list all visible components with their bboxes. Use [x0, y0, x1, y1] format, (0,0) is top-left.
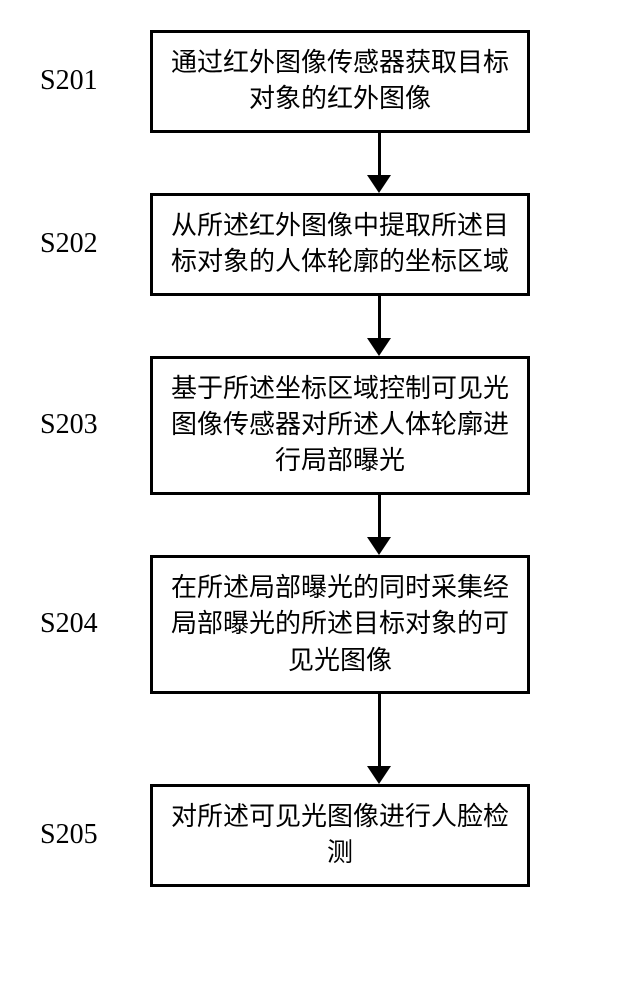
arrow-line-2 — [378, 296, 381, 338]
step-label-s204: S204 — [20, 608, 150, 640]
step-box-s203: 基于所述坐标区域控制可见光图像传感器对所述人体轮廓进行局部曝光 — [150, 356, 530, 495]
step-row-3: S203 基于所述坐标区域控制可见光图像传感器对所述人体轮廓进行局部曝光 — [20, 356, 608, 495]
arrow-line-1 — [378, 133, 381, 175]
arrow-head-4 — [367, 766, 391, 784]
flowchart-container: S201 通过红外图像传感器获取目标对象的红外图像 S202 从所述红外图像中提… — [20, 30, 608, 887]
arrow-head-1 — [367, 175, 391, 193]
step-label-s203: S203 — [20, 409, 150, 441]
arrow-line-4 — [378, 694, 381, 766]
step-label-s202: S202 — [20, 228, 150, 260]
step-row-1: S201 通过红外图像传感器获取目标对象的红外图像 — [20, 30, 608, 133]
step-label-s201: S201 — [20, 65, 150, 97]
step-box-s205: 对所述可见光图像进行人脸检测 — [150, 784, 530, 887]
arrow-1 — [20, 133, 608, 193]
arrow-4 — [20, 694, 608, 784]
step-label-s205: S205 — [20, 819, 150, 851]
step-box-s201: 通过红外图像传感器获取目标对象的红外图像 — [150, 30, 530, 133]
arrow-2 — [20, 296, 608, 356]
arrow-line-3 — [378, 495, 381, 537]
arrow-3 — [20, 495, 608, 555]
step-box-s204: 在所述局部曝光的同时采集经局部曝光的所述目标对象的可见光图像 — [150, 555, 530, 694]
arrow-head-2 — [367, 338, 391, 356]
step-row-5: S205 对所述可见光图像进行人脸检测 — [20, 784, 608, 887]
arrow-head-3 — [367, 537, 391, 555]
step-row-4: S204 在所述局部曝光的同时采集经局部曝光的所述目标对象的可见光图像 — [20, 555, 608, 694]
step-row-2: S202 从所述红外图像中提取所述目标对象的人体轮廓的坐标区域 — [20, 193, 608, 296]
step-box-s202: 从所述红外图像中提取所述目标对象的人体轮廓的坐标区域 — [150, 193, 530, 296]
